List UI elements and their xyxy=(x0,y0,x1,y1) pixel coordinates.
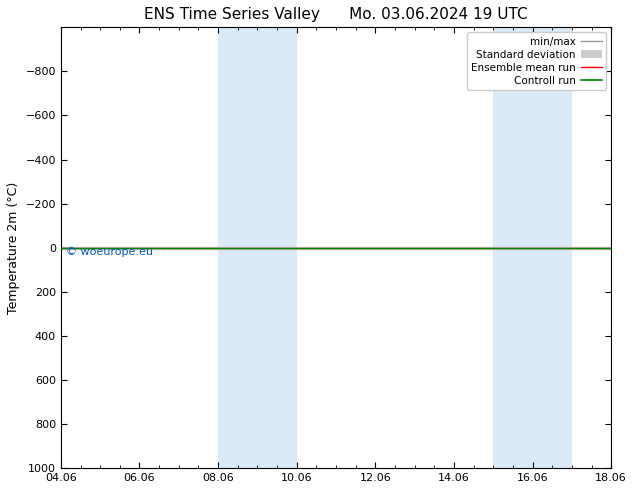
Bar xyxy=(218,27,297,468)
Legend: min/max, Standard deviation, Ensemble mean run, Controll run: min/max, Standard deviation, Ensemble me… xyxy=(467,32,606,90)
Y-axis label: Temperature 2m (°C): Temperature 2m (°C) xyxy=(7,182,20,314)
Title: ENS Time Series Valley      Mo. 03.06.2024 19 UTC: ENS Time Series Valley Mo. 03.06.2024 19… xyxy=(144,7,528,22)
Text: © woeurope.eu: © woeurope.eu xyxy=(67,247,153,257)
Bar xyxy=(493,27,572,468)
